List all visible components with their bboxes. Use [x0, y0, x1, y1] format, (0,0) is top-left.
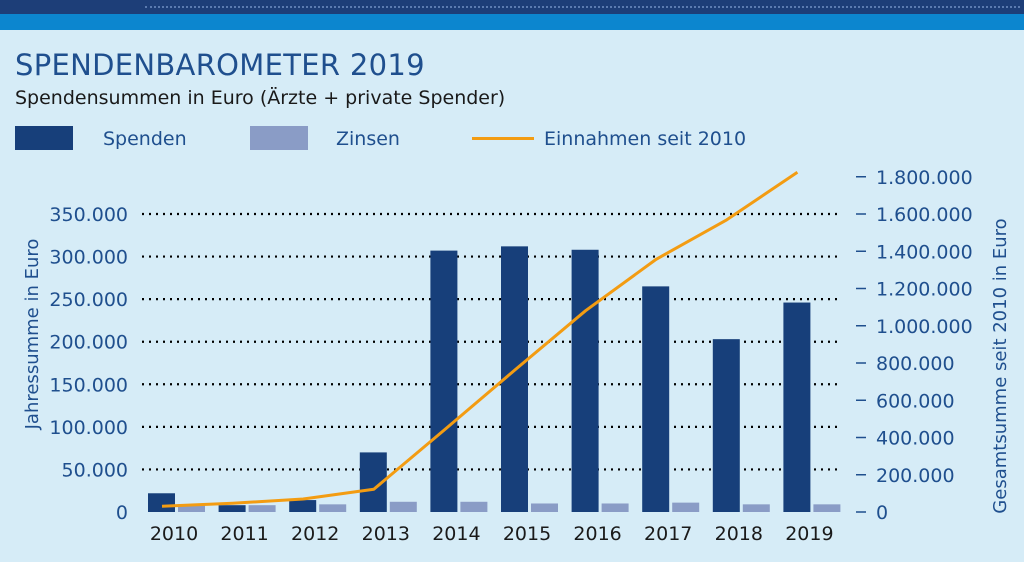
x-tick-label: 2010: [150, 523, 198, 545]
legend-label-einnahmen: Einnahmen seit 2010: [544, 128, 747, 150]
legend-label-zinsen: Zinsen: [336, 128, 400, 150]
bar-zinsen: [672, 502, 700, 512]
y2-tick-label: 600.000: [876, 390, 955, 412]
bar-zinsen: [178, 504, 205, 512]
x-tick-label: 2012: [291, 523, 339, 545]
x-tick-label: 2015: [503, 523, 551, 545]
bar-spenden: [289, 500, 317, 512]
bar-spenden: [218, 505, 246, 512]
x-tick-label: 2019: [785, 523, 833, 545]
bar-zinsen: [742, 504, 770, 512]
y-tick-label: 200.000: [49, 332, 128, 354]
bar-zinsen: [531, 503, 558, 512]
y-tick-label: 150.000: [49, 374, 128, 396]
chart-title: SPENDENBAROMETER 2019: [15, 48, 425, 82]
bar-spenden: [642, 286, 670, 512]
bar-zinsen: [813, 504, 841, 512]
y2-tick-label: 1.200.000: [876, 279, 973, 301]
y2-axis-title: Gesamtsumme seit 2010 in Euro: [990, 218, 1011, 513]
bar-spenden: [148, 493, 175, 512]
y-tick-label: 50.000: [62, 459, 128, 481]
bar-zinsen: [601, 503, 629, 512]
y2-tick-label: 0: [876, 502, 888, 524]
y2-tick-label: 1.800.000: [876, 167, 973, 189]
bar-zinsen: [248, 505, 276, 512]
x-tick-label: 2017: [644, 523, 692, 545]
y2-tick-label: 400.000: [876, 428, 955, 450]
y2-tick-label: 1.600.000: [876, 204, 973, 226]
y2-tick-label: 1.400.000: [876, 241, 973, 263]
bar-zinsen: [460, 501, 488, 512]
y-tick-label: 300.000: [49, 247, 128, 269]
legend-swatch-spenden: [15, 126, 73, 150]
x-tick-label: 2016: [573, 523, 621, 545]
bar-spenden: [712, 339, 740, 512]
x-tick-label: 2018: [715, 523, 763, 545]
bar-spenden: [430, 250, 458, 512]
x-tick-label: 2011: [220, 523, 268, 545]
x-tick-label: 2013: [362, 523, 410, 545]
line-einnahmen: [161, 171, 799, 508]
y-tick-label: 100.000: [49, 417, 128, 439]
x-tick-label: 2014: [432, 523, 480, 545]
bar-spenden: [783, 302, 811, 512]
chart-subtitle: Spendensummen in Euro (Ärzte + private S…: [15, 87, 506, 109]
top-bar: [0, 0, 1024, 14]
bar-spenden: [571, 249, 599, 512]
y2-tick-label: 1.000.000: [876, 316, 973, 338]
y-tick-label: 250.000: [49, 289, 128, 311]
top-bar-dots: [145, 6, 1020, 8]
y-tick-label: 350.000: [49, 204, 128, 226]
y2-tick-label: 800.000: [876, 353, 955, 375]
y-axis-title: Jahressumme in Euro: [22, 239, 43, 431]
legend-swatch-zinsen: [250, 126, 308, 150]
header-band: [0, 14, 1024, 30]
legend-label-spenden: Spenden: [103, 128, 187, 150]
legend-line-einnahmen: [472, 137, 534, 140]
bar-zinsen: [319, 504, 347, 512]
y-tick-label: 0: [116, 502, 128, 524]
y2-tick-label: 200.000: [876, 465, 955, 487]
bar-zinsen: [389, 501, 417, 512]
